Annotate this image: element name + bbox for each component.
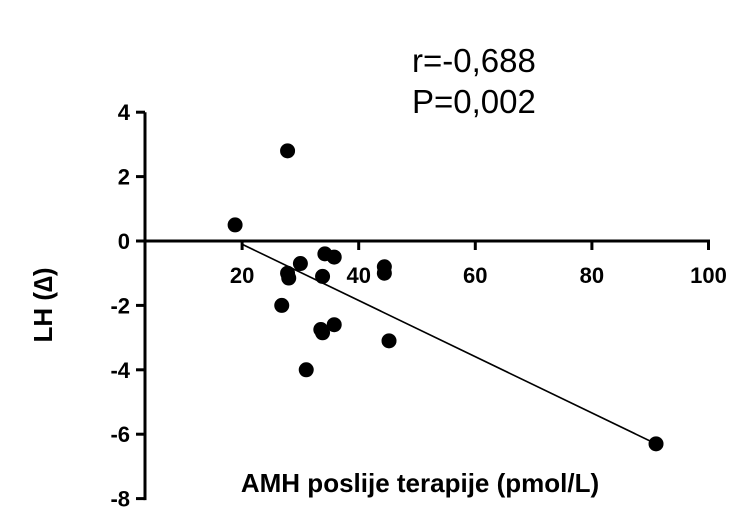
data-point (326, 249, 342, 265)
x-tick-label: 40 (346, 263, 370, 288)
y-tick-label: 0 (118, 229, 130, 254)
y-tick-label: -2 (110, 293, 130, 318)
data-point (326, 317, 342, 333)
data-point (274, 297, 290, 313)
y-tick-label: 4 (118, 100, 131, 125)
ticks: 420-2-4-6-820 40 60 80 100 (110, 100, 726, 511)
axes (143, 112, 710, 501)
data-point (315, 268, 331, 284)
x-axis-title: AMH poslije terapije (pmol/L) (241, 468, 599, 498)
data-point (280, 143, 296, 159)
x-tick-label: 20 (230, 263, 254, 288)
data-point (281, 270, 297, 286)
p-value-annotation: P=0,002 (412, 83, 536, 120)
data-point (227, 217, 243, 233)
data-point (376, 265, 392, 281)
y-tick-label: 2 (118, 165, 130, 190)
x-tick-label: 60 (463, 263, 487, 288)
regression-line (241, 243, 657, 445)
x-tick-label: 80 (580, 263, 604, 288)
data-point (292, 256, 308, 272)
data-points (227, 143, 664, 452)
x-tick-label: 100 (690, 263, 727, 288)
y-tick-label: -4 (110, 358, 130, 383)
data-point (315, 325, 331, 341)
data-point (298, 362, 314, 378)
y-tick-label: -6 (110, 422, 130, 447)
correlation-annotation: r=-0,688 (412, 42, 536, 79)
y-tick-label: -8 (110, 487, 130, 512)
data-point (648, 436, 664, 452)
y-axis-title: LH (∆) (28, 267, 58, 342)
data-point (381, 333, 397, 349)
